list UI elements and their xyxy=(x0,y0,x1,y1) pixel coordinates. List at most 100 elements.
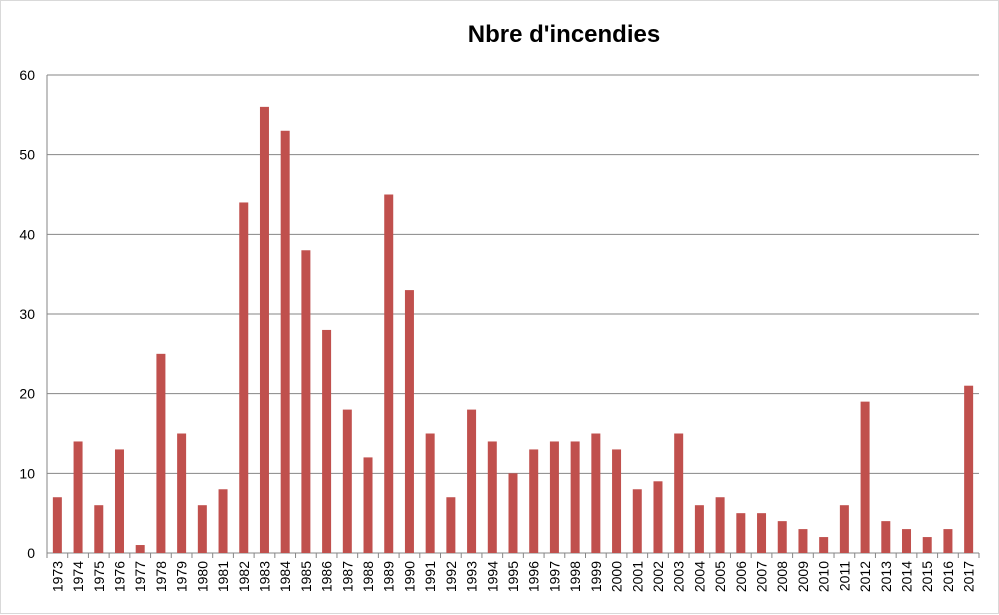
bar-2002 xyxy=(653,481,663,553)
x-tick-label: 1974 xyxy=(70,561,86,592)
x-tick-label: 2015 xyxy=(919,561,935,592)
y-tick-label: 40 xyxy=(19,226,35,242)
y-axis-tick-labels: 0 10 20 30 40 50 60 xyxy=(19,67,35,561)
bars xyxy=(52,106,974,553)
bar-1985 xyxy=(301,250,311,553)
bar-2008 xyxy=(777,521,787,553)
bar-1983 xyxy=(259,106,269,553)
bar-2016 xyxy=(943,529,953,553)
bar-1977 xyxy=(135,545,145,553)
bar-1982 xyxy=(239,202,249,553)
bar-2006 xyxy=(736,513,746,553)
bar-1990 xyxy=(404,290,414,553)
x-tick-label: 1990 xyxy=(401,561,417,592)
bar-1980 xyxy=(197,505,207,553)
bar-2009 xyxy=(798,529,808,553)
x-tick-label: 2011 xyxy=(836,561,852,591)
bar-1997 xyxy=(549,441,559,553)
x-tick-label: 2005 xyxy=(712,561,728,592)
bar-2010 xyxy=(819,537,829,553)
x-tick-label: 2007 xyxy=(754,561,770,592)
bar-1981 xyxy=(218,489,228,553)
bar-1992 xyxy=(446,497,456,553)
x-tick-label: 1978 xyxy=(153,561,169,592)
bar-1986 xyxy=(322,329,332,553)
y-tick-label: 50 xyxy=(19,147,35,163)
x-tick-label: 1985 xyxy=(298,561,314,592)
bar-2014 xyxy=(902,529,912,553)
x-tick-label: 1973 xyxy=(49,561,65,592)
x-tick-label: 2000 xyxy=(609,561,625,592)
x-tick-label: 2002 xyxy=(650,561,666,592)
x-tick-label: 1999 xyxy=(588,561,604,592)
x-tick-label: 2009 xyxy=(795,561,811,592)
x-tick-label: 2006 xyxy=(733,561,749,592)
x-tick-label: 2008 xyxy=(774,561,790,592)
x-tick-label: 2003 xyxy=(671,561,687,592)
x-tick-label: 1988 xyxy=(360,561,376,592)
x-tick-label: 1989 xyxy=(381,561,397,592)
x-tick-label: 1979 xyxy=(174,561,190,592)
x-tick-label: 1981 xyxy=(215,561,231,592)
bar-2004 xyxy=(694,505,704,553)
x-tick-label: 2013 xyxy=(878,561,894,592)
bar-1999 xyxy=(591,433,601,553)
bar-1976 xyxy=(114,449,124,553)
x-tick-label: 2001 xyxy=(629,561,645,592)
bar-1984 xyxy=(280,130,290,553)
x-tick-label: 2012 xyxy=(857,561,873,592)
y-tick-label: 20 xyxy=(19,386,35,402)
x-tick-label: 2004 xyxy=(691,561,707,592)
bar-2013 xyxy=(881,521,891,553)
x-tick-label: 1991 xyxy=(422,561,438,592)
x-tick-label: 1977 xyxy=(132,561,148,592)
y-tick-label: 10 xyxy=(19,465,35,481)
bar-1988 xyxy=(363,457,373,553)
bar-2005 xyxy=(715,497,725,553)
bar-1995 xyxy=(508,473,518,553)
x-tick-label: 2010 xyxy=(816,561,832,592)
x-tick-label: 1982 xyxy=(236,561,252,592)
bar-2015 xyxy=(922,537,932,553)
bar-1975 xyxy=(94,505,104,553)
bar-2003 xyxy=(674,433,684,553)
bar-1994 xyxy=(487,441,497,553)
x-tick-label: 1975 xyxy=(91,561,107,592)
x-tick-label: 2017 xyxy=(961,561,977,592)
y-tick-label: 0 xyxy=(27,545,35,561)
y-tick-label: 30 xyxy=(19,306,35,322)
x-tick-label: 1994 xyxy=(484,561,500,592)
bar-2012 xyxy=(860,401,870,553)
bar-2000 xyxy=(612,449,622,553)
bar-2011 xyxy=(839,505,849,553)
bar-1996 xyxy=(529,449,539,553)
y-tick-label: 60 xyxy=(19,67,35,83)
x-tick-label: 1998 xyxy=(567,561,583,592)
bar-2007 xyxy=(757,513,767,553)
x-tick-label: 1980 xyxy=(194,561,210,592)
x-axis-tick-labels: 1973 1974 1975 1976 1977 1978 1979 1980 1981 1982… xyxy=(49,561,976,592)
chart-title: Nbre d'incendies xyxy=(467,21,661,48)
bar-1987 xyxy=(342,409,352,553)
bar-1989 xyxy=(384,194,394,553)
x-tick-label: 1984 xyxy=(277,561,293,592)
x-tick-label: 1995 xyxy=(505,561,521,592)
x-tick-label: 1983 xyxy=(256,561,272,592)
x-tick-label: 1997 xyxy=(546,561,562,592)
bar-1973 xyxy=(52,497,62,553)
bar-1974 xyxy=(73,441,83,553)
x-tick-label: 1993 xyxy=(464,561,480,592)
bar-2017 xyxy=(964,385,974,553)
x-tick-label: 1996 xyxy=(526,561,542,592)
x-tick-label: 1992 xyxy=(443,561,459,592)
x-tick-label: 2016 xyxy=(940,561,956,592)
bar-1993 xyxy=(467,409,477,553)
bar-2001 xyxy=(632,489,642,553)
x-tick-label: 2014 xyxy=(899,561,915,592)
bar-1979 xyxy=(177,433,187,553)
bar-1991 xyxy=(425,433,435,553)
x-tick-label: 1987 xyxy=(339,561,355,592)
bar-1978 xyxy=(156,353,166,553)
